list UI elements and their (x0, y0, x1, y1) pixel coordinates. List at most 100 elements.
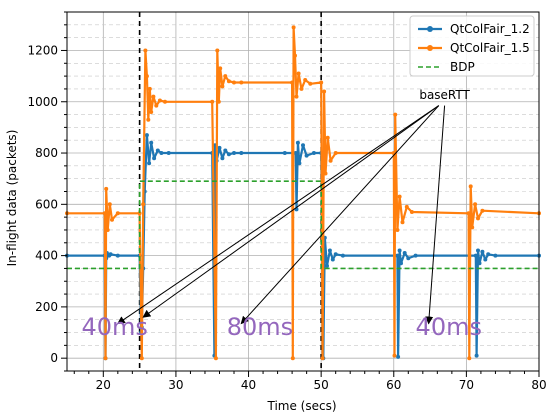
y-axis-label: In-flight data (packets) (5, 130, 19, 267)
data-point (476, 216, 480, 221)
y-tick-label: 400 (35, 249, 58, 263)
data-point (397, 194, 402, 199)
series-line-bdp (67, 180, 539, 270)
data-point (409, 210, 414, 214)
data-point (397, 248, 402, 253)
data-point (137, 211, 142, 216)
rtt-annotation: 40ms (82, 313, 148, 341)
data-point (144, 133, 149, 138)
data-point (139, 356, 144, 361)
data-point (294, 94, 299, 99)
data-point (404, 204, 409, 209)
data-point (159, 151, 164, 155)
data-point (325, 263, 329, 268)
data-point (149, 110, 154, 114)
data-point (319, 80, 324, 85)
legend-label: BDP (450, 60, 475, 74)
legend-label: QtColFair_1.2 (450, 22, 530, 36)
annotation-arrow (240, 105, 440, 325)
data-point (402, 251, 407, 255)
legend-box (409, 15, 535, 77)
data-point (333, 252, 338, 257)
data-point (395, 253, 400, 258)
data-point (323, 171, 328, 176)
y-tick-label: 1200 (27, 43, 58, 57)
data-point (108, 252, 113, 257)
data-point (308, 81, 313, 86)
data-point (340, 253, 345, 258)
data-point (395, 228, 400, 232)
data-point (210, 99, 215, 104)
data-point (232, 151, 236, 155)
data-point (239, 151, 244, 155)
data-point (474, 353, 479, 358)
data-point (163, 99, 167, 104)
data-point (155, 148, 160, 153)
data-point (392, 353, 397, 358)
data-point (290, 356, 295, 361)
annotations: 40ms 80ms 40ms baseRTT (82, 88, 482, 341)
data-point (143, 48, 148, 53)
data-point (304, 153, 309, 158)
data-point (476, 248, 480, 253)
data-point (282, 151, 287, 155)
data-point (473, 253, 478, 258)
y-tick-label: 600 (35, 197, 58, 211)
y-tick-label: 200 (35, 300, 58, 314)
data-point (470, 225, 475, 230)
data-point (393, 112, 398, 117)
data-point (327, 248, 332, 253)
data-point (486, 252, 491, 257)
baseRTT-label: baseRTT (419, 88, 470, 102)
data-point (115, 211, 120, 216)
legend-marker (427, 45, 433, 51)
data-point (296, 71, 301, 76)
data-point (144, 74, 149, 79)
data-point (297, 161, 302, 166)
data-point (301, 143, 305, 148)
data-point (400, 220, 405, 225)
data-point (213, 356, 218, 361)
data-point (483, 257, 488, 262)
data-point (320, 356, 325, 361)
data-point (220, 156, 225, 161)
data-point (149, 140, 154, 145)
annotation-arrows (117, 105, 446, 325)
annotation-arrow (142, 105, 440, 318)
data-point (215, 48, 220, 53)
data-point (217, 145, 222, 150)
data-point (218, 66, 223, 71)
data-point (147, 86, 152, 91)
data-point (291, 25, 296, 30)
data-point (146, 117, 151, 122)
data-point (295, 140, 300, 145)
data-point (110, 217, 114, 222)
series-group (65, 25, 541, 361)
data-point (102, 211, 107, 216)
legend-marker (427, 26, 433, 32)
x-tick-label: 50 (314, 378, 329, 392)
data-point (157, 98, 162, 103)
annotation-arrow (117, 105, 440, 325)
data-point (303, 78, 308, 82)
data-point (467, 356, 472, 361)
data-point (466, 211, 471, 216)
data-point (166, 151, 171, 155)
data-point (396, 354, 401, 359)
data-point (311, 151, 316, 155)
data-point (151, 94, 156, 99)
data-point (473, 202, 478, 207)
x-tick-label: 30 (168, 378, 183, 392)
annotation-arrow (425, 105, 446, 325)
data-point (104, 186, 109, 191)
data-point (328, 158, 333, 163)
data-point (290, 80, 295, 85)
data-point (147, 161, 152, 166)
rtt-annotation: 40ms (416, 313, 482, 341)
series-line-2 (67, 26, 540, 360)
data-point (220, 84, 225, 89)
y-tick-label: 0 (50, 351, 58, 365)
data-point (232, 80, 236, 85)
